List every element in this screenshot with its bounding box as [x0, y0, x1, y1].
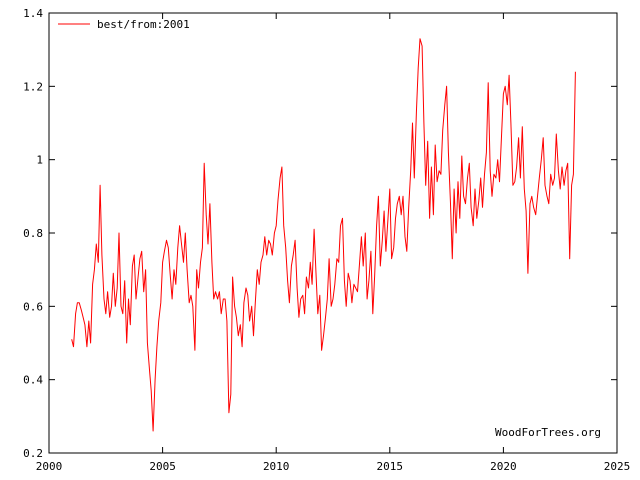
x-tick-label: 2010	[263, 460, 290, 473]
watermark-text: WoodForTrees.org	[495, 426, 601, 439]
y-tick-label: 0.2	[23, 447, 43, 460]
legend-label-series-1: best/from:2001	[97, 18, 190, 31]
y-tick-label: 1.2	[23, 80, 43, 93]
x-tick-label: 2000	[36, 460, 63, 473]
plot-area-frame	[48, 12, 618, 454]
x-tick-label: 2005	[149, 460, 176, 473]
x-tick-label: 2025	[604, 460, 631, 473]
x-tick-label: 2015	[377, 460, 404, 473]
series-layer	[71, 38, 576, 432]
y-tick-label: 0.8	[23, 227, 43, 240]
y-axis: 0.2 0.4 0.6 0.8 1 1.2 1.4	[23, 7, 617, 460]
x-tick-label: 2020	[490, 460, 517, 473]
x-axis: 2000 2005 2010 2015 2020 2025	[36, 13, 631, 473]
series-line-1	[71, 38, 576, 432]
y-tick-label: 1	[36, 154, 43, 167]
legend: best/from:2001	[58, 18, 190, 31]
y-tick-label: 0.4	[23, 374, 43, 387]
y-tick-label: 0.6	[23, 300, 43, 313]
y-tick-label: 1.4	[23, 7, 43, 20]
